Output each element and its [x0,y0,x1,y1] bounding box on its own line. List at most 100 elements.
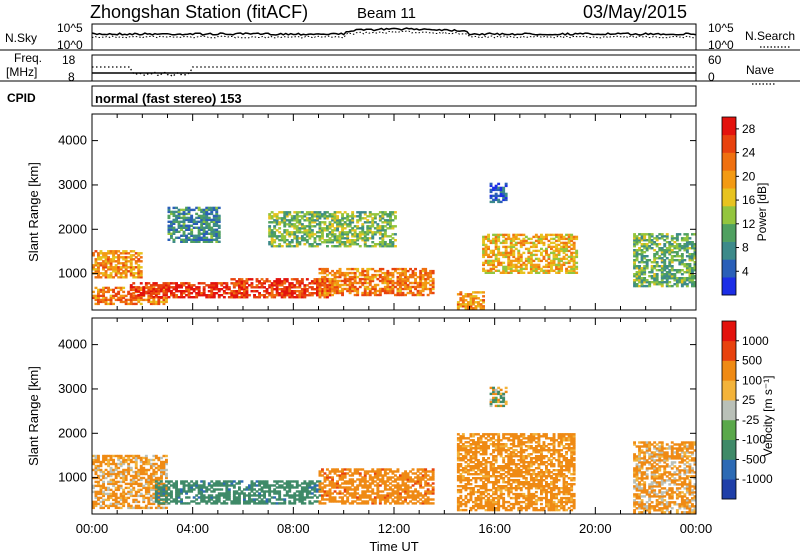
heatmap-cell [202,484,206,487]
heatmap-cell [124,458,128,462]
heatmap-cell [509,243,513,247]
heatmap-cell [177,284,181,287]
heatmap-cell [680,259,684,262]
heatmap-cell [139,468,143,472]
heatmap-cell [200,238,204,241]
heatmap-cell [404,478,407,481]
heatmap-cell [270,215,274,218]
colorbar-swatch [722,277,736,296]
heatmap-cell [456,504,460,508]
heatmap-cell [263,282,266,285]
heatmap-cell [210,220,214,223]
heatmap-cell [310,213,314,216]
heatmap-cell [570,251,574,255]
heatmap-cell [215,216,219,220]
heatmap-cell [250,500,254,503]
heatmap-cell [540,253,543,257]
heatmap-cell [122,458,126,462]
heatmap-cell [537,271,541,274]
heatmap-cell [459,453,463,456]
heatmap-cell [132,488,136,492]
heatmap-cell [371,287,375,291]
heatmap-cell [469,508,473,512]
heatmap-cell [258,480,261,483]
heatmap-cell [386,219,390,222]
heatmap-cell [160,474,163,478]
heatmap-cell [273,245,277,248]
heatmap-cell [215,240,219,243]
heatmap-cell [220,494,224,497]
heatmap-cell [180,220,183,223]
heatmap-cell [693,255,697,258]
heatmap-cell [507,271,511,274]
heatmap-cell [517,237,521,241]
heatmap-cell [353,285,357,289]
heatmap-cell [389,291,392,295]
heatmap-cell [112,504,115,508]
heatmap-cell [99,256,103,259]
heatmap-cell [124,496,128,500]
heatmap-cell [230,296,234,299]
heatmap-cell [129,296,133,299]
heatmap-cell [202,494,206,497]
heatmap-cell [170,490,173,493]
heatmap-cell [122,272,126,275]
heatmap-cell [389,273,392,277]
heatmap-cell [137,504,141,508]
heatmap-cell [431,283,435,287]
heatmap-cell [152,468,156,472]
heatmap-cell [119,462,123,466]
heatmap-cell [283,280,287,283]
heatmap-cell [122,498,126,502]
heatmap-cell [99,470,103,474]
heatmap-cell [104,270,108,273]
heatmap-cell [381,287,385,291]
heatmap-cell [107,302,110,306]
heatmap-cell [467,295,470,298]
heatmap-cell [185,226,188,229]
heatmap-cell [275,294,279,297]
heatmap-cell [202,220,206,223]
heatmap-cell [102,498,105,502]
heatmap-cell [154,496,158,499]
heatmap-cell [263,294,266,297]
heatmap-cell [119,276,123,279]
heatmap-cell [514,263,518,267]
heatmap-cell [570,235,574,239]
heatmap-cell [331,468,334,471]
heatmap-cell [162,500,166,504]
heatmap-cell [565,241,568,245]
heatmap-cell [187,210,191,214]
heatmap-cell [157,296,161,299]
heatmap-cell [212,220,216,223]
heatmap-cell [562,255,566,259]
heatmap-cell [185,480,188,483]
heatmap-cell [117,488,121,492]
heatmap-cell [545,251,548,255]
heatmap-cell [572,271,576,274]
heatmap-cell [137,494,141,498]
heatmap-cell [253,500,256,503]
heatmap-cell [363,233,367,236]
heatmap-cell [353,500,357,503]
heatmap-cell [562,245,566,249]
heatmap-cell [406,496,410,499]
heatmap-cell [217,494,221,497]
heatmap-cell [210,228,214,231]
heatmap-cell [265,490,269,493]
heatmap-cell [670,239,674,242]
heatmap-cell [250,290,254,293]
heatmap-cell [285,288,289,291]
heatmap-cell [215,212,219,216]
heatmap-cell [285,492,289,495]
heatmap-cell [275,288,279,291]
heatmap-cell [401,283,405,287]
heatmap-cell [157,284,161,287]
heatmap-cell [373,269,377,273]
heatmap-cell [464,451,468,454]
heatmap-cell [421,285,425,289]
heatmap-cell [205,490,209,493]
heatmap-cell [300,492,304,495]
heatmap-cell [426,293,430,297]
